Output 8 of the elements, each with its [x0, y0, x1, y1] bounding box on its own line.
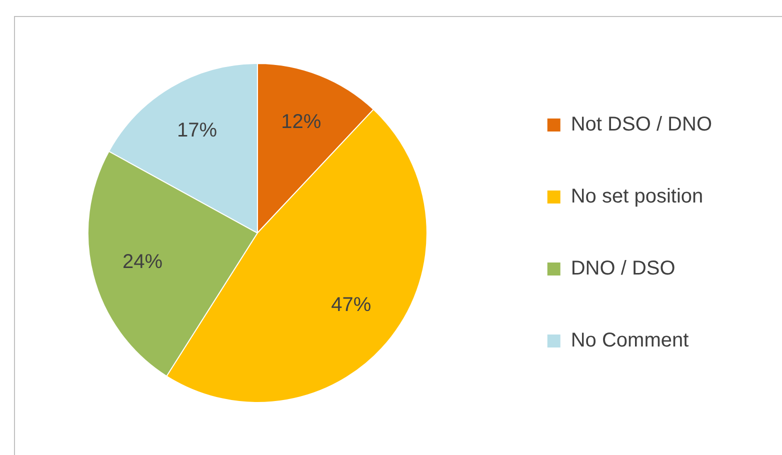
data-label: 47% [331, 294, 372, 316]
legend-label: No Comment [570, 330, 690, 352]
legend-label: Not DSO / DNO [570, 114, 712, 136]
legend-label: DNO / DSO [570, 258, 676, 280]
data-label: 24% [122, 251, 163, 274]
legend-label: No set position [570, 186, 704, 208]
data-label: 17% [177, 119, 218, 142]
data-label: 12% [281, 111, 322, 134]
